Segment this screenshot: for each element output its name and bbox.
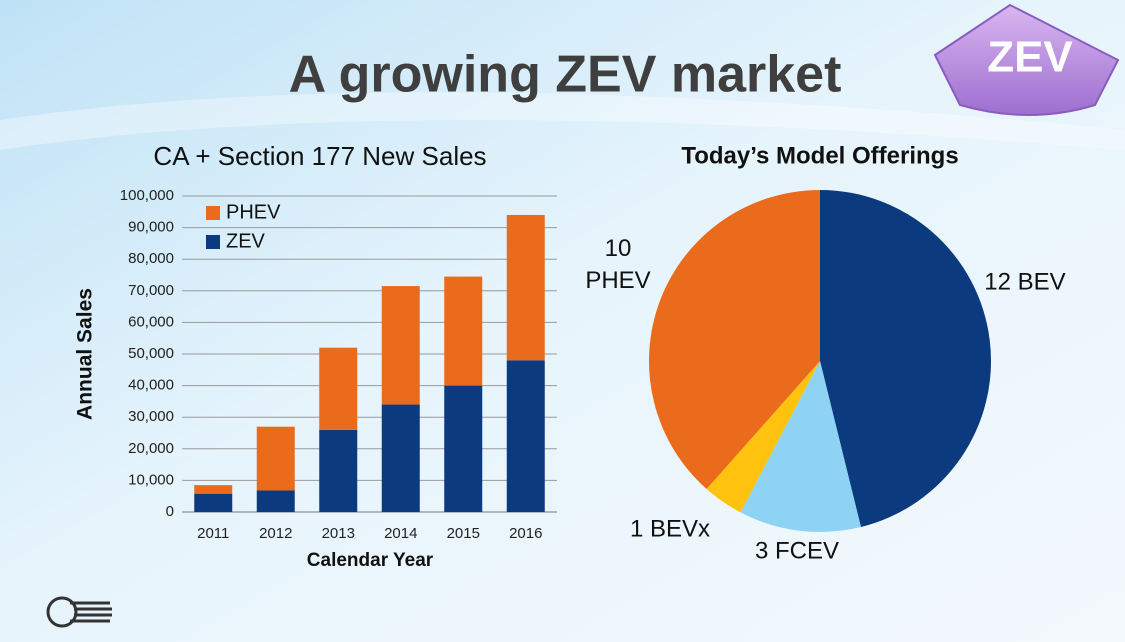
y-tick-label: 20,000: [128, 440, 174, 457]
x-tick-label: 2011: [197, 525, 229, 542]
y-tick-label: 50,000: [128, 345, 174, 362]
bar-segment: [506, 214, 545, 361]
pie-slice: [740, 361, 861, 532]
legend-swatch: [206, 235, 220, 249]
bar-segment: [506, 360, 545, 512]
pie-slice: [706, 361, 820, 513]
pie-label-line: 10: [605, 235, 632, 262]
logo: [46, 596, 112, 628]
bar-segment: [381, 286, 420, 405]
background-swoosh: [0, 92, 1125, 150]
x-tick-label: 2012: [259, 525, 292, 542]
y-tick-label: 0: [166, 503, 174, 520]
pie-slice: [649, 190, 820, 489]
y-tick-label: 70,000: [128, 282, 174, 299]
y-axis-label: Annual Sales: [74, 288, 97, 420]
pie-label: 1 BEVx: [630, 515, 710, 542]
badge-text: ZEV: [987, 33, 1073, 82]
bar-segment: [444, 276, 483, 386]
pie-label: 12 BEV: [984, 268, 1065, 295]
x-tick-label: 2013: [322, 525, 355, 542]
bar-segment: [256, 426, 295, 491]
y-tick-label: 90,000: [128, 219, 174, 236]
pie-label: 3 FCEV: [755, 537, 839, 564]
legend-swatch: [206, 206, 220, 220]
bar-segment: [194, 493, 233, 512]
pie-chart-title: Today’s Model Offerings: [681, 142, 958, 169]
bar-chart-title: CA + Section 177 New Sales: [153, 141, 486, 171]
bar-segment: [256, 490, 295, 512]
pie-slice: [820, 190, 992, 528]
legend-label: PHEV: [226, 201, 281, 223]
y-tick-label: 10,000: [128, 471, 174, 488]
bar-segment: [194, 485, 233, 494]
y-tick-label: 30,000: [128, 408, 174, 425]
pie-label-line: PHEV: [585, 267, 650, 294]
y-tick-label: 100,000: [120, 187, 174, 204]
slide-title: A growing ZEV market: [289, 46, 842, 104]
x-tick-label: 2015: [447, 525, 480, 542]
bar-segment: [319, 429, 358, 512]
y-tick-label: 60,000: [128, 313, 174, 330]
bar-segment: [319, 347, 358, 430]
legend-label: ZEV: [226, 230, 266, 252]
badge-shape: [933, 3, 1120, 116]
x-tick-label: 2016: [509, 525, 542, 542]
y-tick-label: 80,000: [128, 250, 174, 267]
bar-segment: [444, 385, 483, 512]
pie-label: 10 PHEV: [585, 235, 650, 294]
x-tick-label: 2014: [384, 525, 417, 542]
y-tick-label: 40,000: [128, 377, 174, 394]
x-axis-label: Calendar Year: [307, 550, 434, 571]
bar-segment: [381, 404, 420, 512]
